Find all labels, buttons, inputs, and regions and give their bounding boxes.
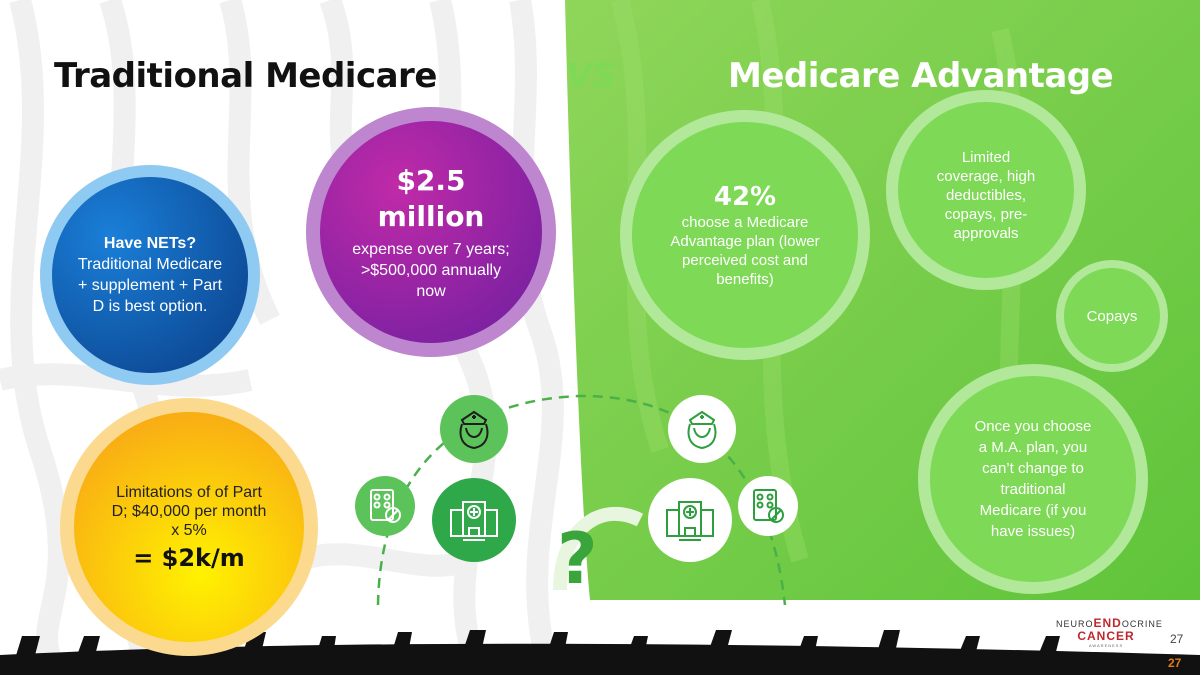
cost-circle: $2.5 million expense over 7 years; >$500… (306, 107, 556, 357)
partd-body: Limitations of of Part D; $40,000 per mo… (111, 483, 267, 539)
page-number: 27 (1170, 632, 1184, 646)
pct-body: choose a Medicare Advantage plan (lower … (670, 214, 820, 288)
pct-big: 42% (713, 182, 777, 212)
traditional-medicare-title: Traditional Medicare (54, 56, 437, 96)
logo-end: END (1093, 616, 1122, 630)
pill-pack-icon (355, 476, 415, 536)
hospital-icon (432, 478, 516, 562)
neuroendocrine-cancer-logo: NEUROENDOCRINE CANCER AWARENESS (1056, 616, 1162, 648)
partd-circle: Limitations of of Part D; $40,000 per mo… (60, 398, 318, 656)
once-circle: Once you choose a M.A. plan, you can’t c… (918, 364, 1148, 594)
page-number-footer: 27 (1168, 656, 1182, 670)
nets-body: Traditional Medicare + supplement + Part… (77, 256, 223, 315)
nets-heading: Have NETs? (103, 235, 197, 252)
pct-circle: 42% choose a Medicare Advantage plan (lo… (620, 110, 870, 360)
cost-big: $2.5 million (377, 163, 485, 233)
limited-circle: Limited coverage, high deductibles, copa… (886, 90, 1086, 290)
vs-label: VS (566, 56, 616, 96)
cost-body: expense over 7 years; >$500,000 annually… (352, 240, 510, 300)
once-body: Once you choose a M.A. plan, you can’t c… (974, 418, 1092, 540)
logo-cancer: CANCER (1077, 629, 1135, 643)
question-backdrop (553, 506, 644, 591)
copays-body: Copays (1086, 307, 1138, 325)
logo-neuro: NEURO (1056, 619, 1094, 629)
question-mark: ? (557, 518, 598, 600)
copays-circle: Copays (1056, 260, 1168, 372)
nets-circle: Have NETs? Traditional Medicare + supple… (40, 165, 260, 385)
logo-awareness: AWARENESS (1088, 643, 1124, 648)
partd-big: = $2k/m (133, 543, 245, 572)
hospital-icon (648, 478, 732, 562)
medicare-advantage-title: Medicare Advantage (728, 56, 1114, 96)
nurse-icon (440, 395, 508, 463)
limited-body: Limited coverage, high deductibles, copa… (936, 149, 1036, 242)
nurse-icon (668, 395, 736, 463)
pill-pack-icon (738, 476, 798, 536)
logo-ocrine: OCRINE (1121, 619, 1163, 629)
